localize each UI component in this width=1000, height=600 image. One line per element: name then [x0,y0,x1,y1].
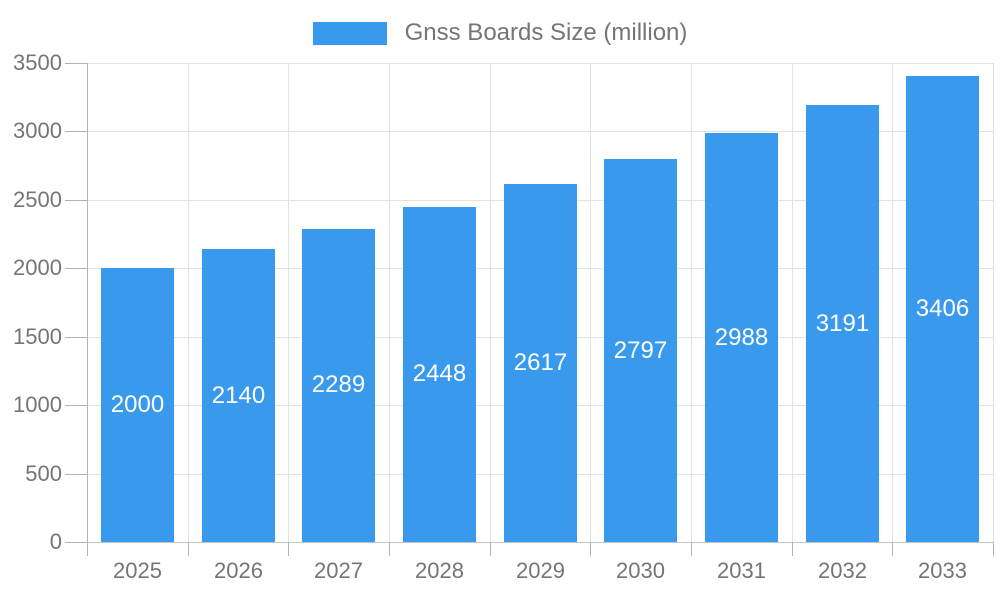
x-axis-tick-label: 2031 [717,558,766,583]
bar[interactable] [806,105,879,542]
bar[interactable] [403,207,476,542]
y-axis-tick-label: 3000 [13,118,62,143]
x-tick-mark [993,542,994,556]
legend-swatch [312,21,387,45]
y-tick-mark [65,131,87,132]
x-axis-tick-label: 2030 [616,558,665,583]
bar-value-label: 3191 [815,310,870,337]
y-axis-tick-label: 500 [25,461,62,486]
x-axis-tick-label: 2029 [516,558,565,583]
y-gridline [87,63,993,64]
y-tick-mark [65,268,87,269]
bar-value-label: 2797 [613,337,668,364]
x-tick-mark [389,542,390,556]
x-tick-mark [792,542,793,556]
bar[interactable] [705,133,778,542]
x-tick-mark [691,542,692,556]
y-tick-mark [65,337,87,338]
x-axis-tick-label: 2033 [918,558,967,583]
bar[interactable] [302,229,375,542]
x-tick-mark [288,542,289,556]
y-axis-tick-label: 1500 [13,324,62,349]
x-tick-mark [590,542,591,556]
bar-value-label: 2289 [311,371,366,398]
bar-value-label: 2617 [513,349,568,376]
bar[interactable] [504,184,577,542]
bar[interactable] [604,159,677,542]
x-tick-mark [188,542,189,556]
x-axis-tick-label: 2025 [113,558,162,583]
y-axis-tick-label: 2000 [13,255,62,280]
x-axis-tick-label: 2032 [818,558,867,583]
y-tick-mark [65,542,87,543]
x-gridline [590,63,591,542]
x-gridline [691,63,692,542]
legend-label: Gnss Boards Size (million) [404,19,688,46]
bar-value-label: 2140 [211,382,266,409]
y-tick-mark [65,63,87,64]
x-tick-mark [892,542,893,556]
y-gridline [87,131,993,132]
y-tick-mark [65,405,87,406]
y-tick-mark [65,200,87,201]
bar[interactable] [101,268,174,542]
bar-value-label: 3406 [915,295,970,322]
x-axis-tick-label: 2028 [415,558,464,583]
x-axis-tick-label: 2027 [314,558,363,583]
y-axis-tick-label: 1000 [13,392,62,417]
bar[interactable] [202,249,275,542]
y-axis-line [87,63,88,556]
x-gridline [792,63,793,542]
x-axis-line [87,542,993,543]
y-axis-tick-label: 0 [49,529,62,554]
x-axis-tick-label: 2026 [214,558,263,583]
chart-legend[interactable]: Gnss Boards Size (million) [0,19,1000,47]
x-gridline [993,63,994,542]
bar-value-label: 2448 [412,360,467,387]
x-gridline [288,63,289,542]
x-gridline [490,63,491,542]
x-gridline [892,63,893,542]
bar-value-label: 2988 [714,324,769,351]
y-tick-mark [65,474,87,475]
x-gridline [389,63,390,542]
y-axis-tick-label: 3500 [13,50,62,75]
y-axis-tick-label: 2500 [13,187,62,212]
x-tick-mark [490,542,491,556]
x-gridline [188,63,189,542]
bar-value-label: 2000 [110,391,165,418]
bar[interactable] [906,76,979,542]
